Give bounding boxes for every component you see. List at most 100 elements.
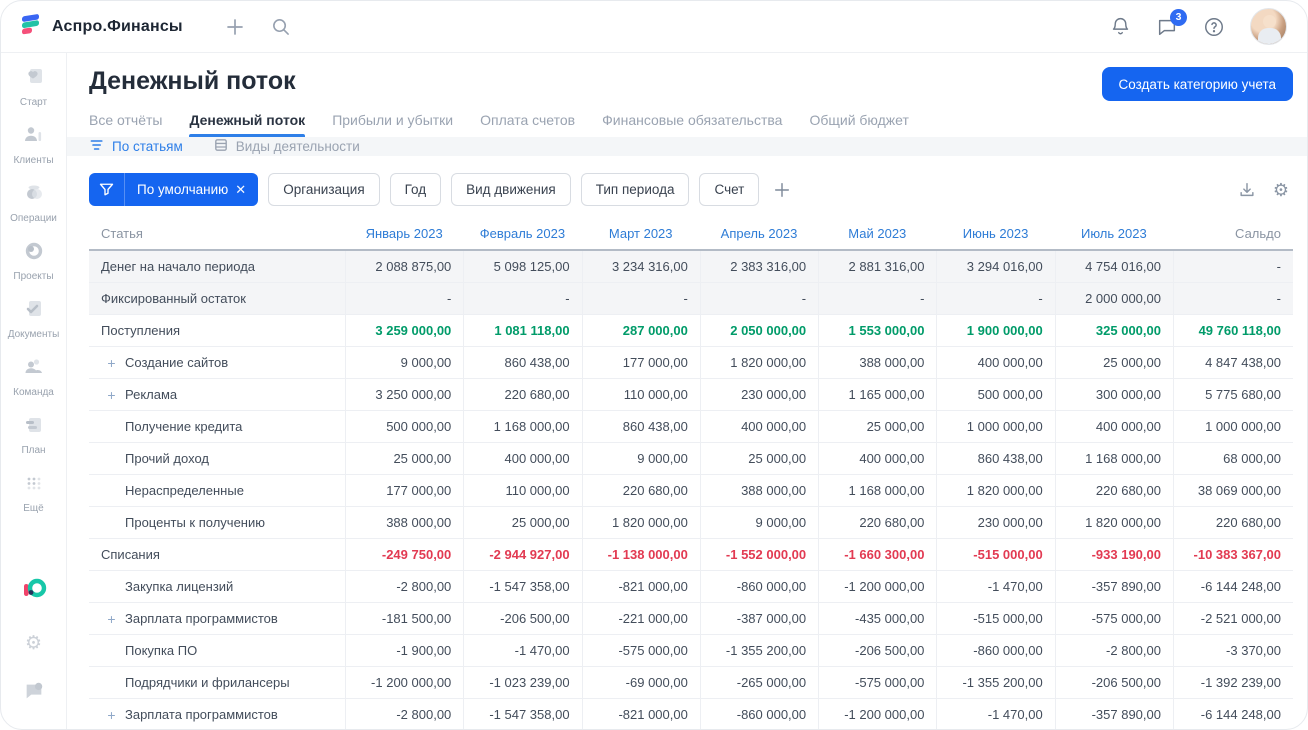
table-row[interactable]: Нераспределенные 177 000,00 110 000,00 220 …	[89, 475, 1293, 507]
cell-saldo: 4 847 438,00	[1172, 347, 1293, 378]
support-chat-icon[interactable]	[23, 680, 45, 707]
export-download-icon[interactable]	[1238, 181, 1256, 199]
table-row[interactable]: + Реклама 3 250 000,00 220 680,00 110 000,00…	[89, 379, 1293, 411]
table-row[interactable]: Прочий доход 25 000,00 400 000,00 9 000,00 2…	[89, 443, 1293, 475]
search-icon[interactable]	[271, 17, 290, 36]
aspro-logo-icon[interactable]	[21, 576, 47, 607]
tab-item[interactable]: Общий бюджет	[809, 112, 909, 128]
cell-value: -575 000,00	[818, 667, 936, 698]
filter-pill[interactable]: Год	[389, 173, 442, 206]
table-row[interactable]: + Зарплата программистов -2 800,00 -1 547 3…	[89, 699, 1293, 729]
table-row[interactable]: Поступления 3 259 000,00 1 081 118,00 287 0…	[89, 315, 1293, 347]
expand-plus-icon[interactable]: +	[107, 706, 116, 723]
row-label: + Зарплата программистов	[89, 611, 345, 627]
row-label: Фиксированный остаток	[101, 291, 246, 306]
cell-value: 4 754 016,00	[1054, 251, 1173, 282]
plan-icon	[22, 413, 46, 442]
column-header-month[interactable]: Май 2023	[848, 225, 907, 241]
table-row[interactable]: + Создание сайтов 9 000,00 860 438,00 177 00…	[89, 347, 1293, 379]
filter-pill[interactable]: Вид движения	[451, 173, 571, 206]
cell-value: -221 000,00	[581, 603, 700, 634]
expand-plus-icon[interactable]: +	[107, 610, 116, 627]
column-header-month[interactable]: Январь 2023	[365, 225, 443, 241]
filter-pill[interactable]: Тип периода	[580, 173, 690, 206]
cell-value: 220 680,00	[1054, 475, 1173, 506]
subtab-item[interactable]: Виды деятельности	[213, 137, 360, 156]
cell-value: -1 200 000,00	[818, 571, 936, 602]
cell-value: -1 547 358,00	[463, 699, 581, 729]
column-header-month[interactable]: Июль 2023	[1080, 225, 1147, 241]
cell-value: 2 088 875,00	[345, 251, 463, 282]
sidebar-item-plan[interactable]: План	[8, 413, 60, 456]
cell-value: -69 000,00	[581, 667, 700, 698]
cell-value: 110 000,00	[581, 379, 700, 410]
help-icon[interactable]	[1203, 16, 1225, 38]
subtab-active[interactable]: По статьям	[89, 137, 183, 156]
sidebar-item-start[interactable]: Старт	[8, 65, 60, 108]
table-row[interactable]: Закупка лицензий -2 800,00 -1 547 358,00 -8…	[89, 571, 1293, 603]
messages-icon[interactable]: 3	[1156, 8, 1187, 38]
table-row[interactable]: Покупка ПО -1 900,00 -1 470,00 -575 000,00-…	[89, 635, 1293, 667]
cell-value: 230 000,00	[699, 379, 818, 410]
cell-saldo: -2 521 000,00	[1172, 603, 1293, 634]
expand-plus-icon[interactable]: +	[107, 354, 116, 371]
table-row[interactable]: Фиксированный остаток - - - - - -2 000 000,00-	[89, 283, 1293, 315]
create-category-button[interactable]: Создать категорию учета	[1101, 67, 1293, 101]
cell-value: -860 000,00	[699, 699, 818, 729]
settings-gear-icon[interactable]: ⚙	[24, 633, 43, 654]
cell-value: 400 000,00	[818, 443, 936, 474]
tab-item[interactable]: Финансовые обязательства	[602, 112, 783, 128]
add-filter-icon[interactable]	[773, 181, 791, 199]
filter-chip-close-icon[interactable]: ✕	[235, 181, 247, 197]
filter-chip-label: По умолчанию	[137, 182, 229, 197]
column-header-month[interactable]: Март 2023	[608, 225, 673, 241]
sidebar-item-team[interactable]: Команда	[8, 355, 60, 398]
filter-pill[interactable]: Счет	[699, 173, 760, 206]
table-row[interactable]: Денег на начало периода 2 088 875,00 5 098…	[89, 251, 1293, 283]
filter-pill[interactable]: Организация	[268, 173, 380, 206]
table-row[interactable]: Проценты к получению 388 000,00 25 000,00 1…	[89, 507, 1293, 539]
expand-plus-icon[interactable]: +	[107, 386, 116, 403]
cell-value: 25 000,00	[463, 507, 581, 538]
user-avatar[interactable]	[1250, 8, 1287, 45]
add-button[interactable]	[225, 17, 245, 37]
cell-value: -1 470,00	[463, 635, 581, 666]
sidebar-item-more[interactable]: Ещё	[8, 471, 60, 514]
cell-value: 500 000,00	[936, 379, 1054, 410]
tab-active[interactable]: Денежный поток	[189, 112, 305, 137]
cell-value: -1 200 000,00	[345, 667, 463, 698]
cell-value: -2 800,00	[345, 699, 463, 729]
notifications-bell-icon[interactable]	[1110, 16, 1131, 37]
column-header-month[interactable]: Февраль 2023	[479, 225, 566, 241]
table-row[interactable]: Списания -249 750,00 -2 944 927,00 -1 138 0…	[89, 539, 1293, 571]
brand[interactable]: Аспро.Финансы	[19, 12, 183, 41]
cell-value: -1 900,00	[345, 635, 463, 666]
sidebar-item-documents[interactable]: Документы	[8, 297, 59, 340]
tab-item[interactable]: Прибыли и убытки	[332, 112, 454, 128]
cell-value: 2 050 000,00	[699, 315, 818, 346]
cell-value: 1 820 000,00	[699, 347, 818, 378]
cell-value: 1 165 000,00	[818, 379, 936, 410]
tab-item[interactable]: Все отчёты	[89, 112, 163, 128]
active-filter-chip[interactable]: По умолчанию ✕	[89, 173, 259, 206]
cell-value: 325 000,00	[1054, 315, 1173, 346]
table-settings-gear-icon[interactable]: ⚙	[1272, 179, 1289, 200]
column-header-month[interactable]: Апрель 2023	[720, 225, 798, 241]
table-row[interactable]: Получение кредита 500 000,00 1 168 000,00 8…	[89, 411, 1293, 443]
sidebar-item-projects[interactable]: Проекты	[8, 239, 60, 282]
table-row[interactable]: Подрядчики и фрилансеры -1 200 000,00 -1 0…	[89, 667, 1293, 699]
messages-badge: 3	[1170, 8, 1187, 26]
table-row[interactable]: + Зарплата программистов -181 500,00 -206 5…	[89, 603, 1293, 635]
row-label: Проценты к получению	[125, 515, 265, 530]
cell-value: 400 000,00	[936, 347, 1054, 378]
cell-value: -	[699, 283, 818, 314]
cell-value: 9 000,00	[699, 507, 818, 538]
sidebar-item-clients[interactable]: Клиенты	[8, 123, 60, 166]
sidebar-item-operations[interactable]: Операции	[8, 181, 60, 224]
column-header-month[interactable]: Июнь 2023	[962, 225, 1029, 241]
documents-icon	[22, 297, 46, 326]
cell-value: -860 000,00	[936, 635, 1054, 666]
tab-item[interactable]: Оплата счетов	[480, 112, 576, 128]
operations-icon	[22, 181, 46, 210]
